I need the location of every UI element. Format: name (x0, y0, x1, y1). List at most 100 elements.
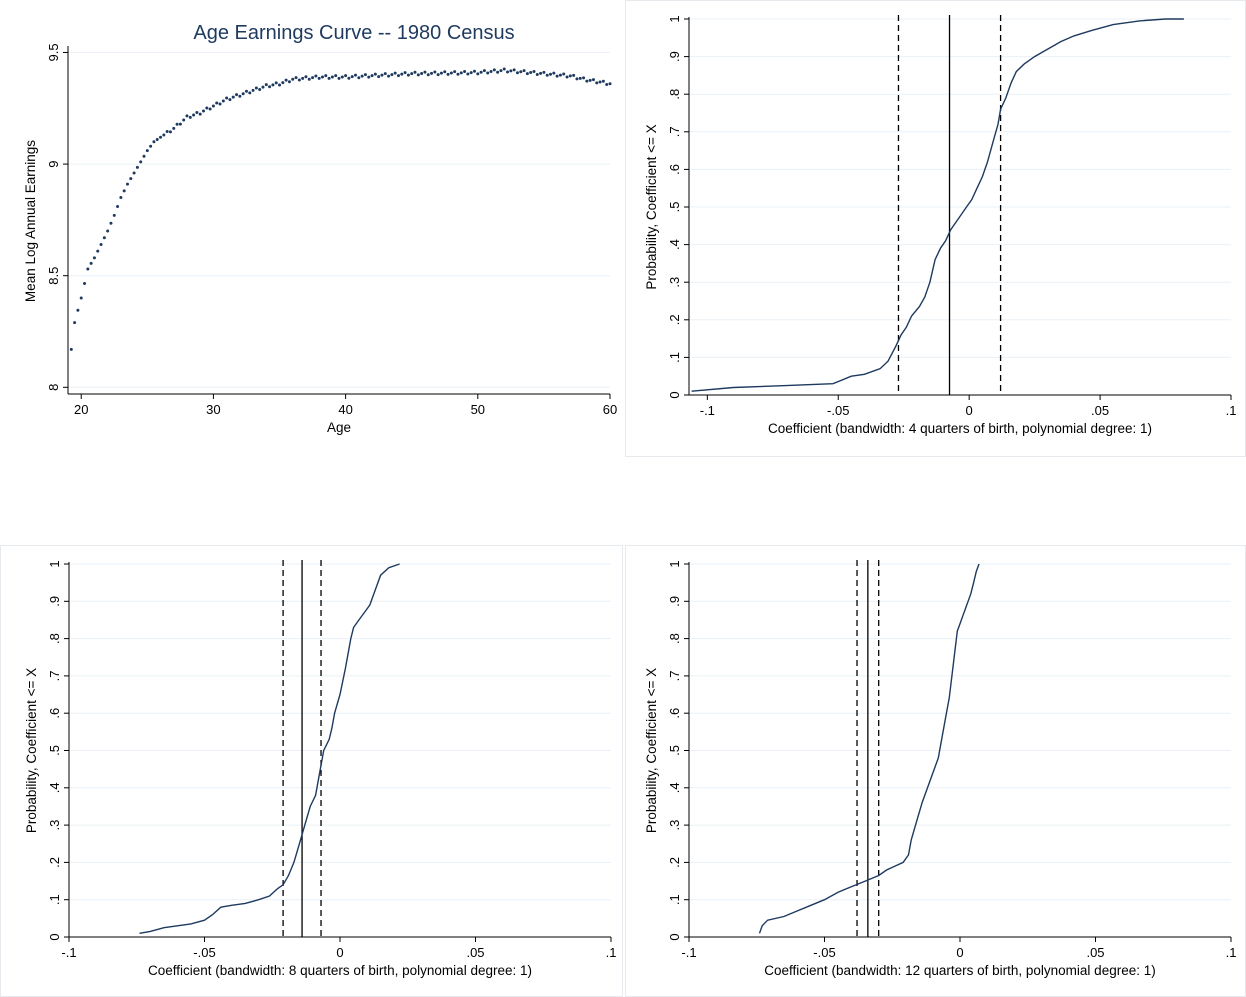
scatter-point (403, 71, 407, 75)
scatter-point (132, 171, 136, 175)
x-tick-label: 0 (966, 403, 973, 418)
y-tick-label: .3 (47, 820, 62, 831)
scatter-point (347, 76, 351, 80)
scatter-point (109, 221, 113, 225)
cdf-line (758, 563, 980, 934)
cdf-chart-bandwidth-12: 0 .1 .2 .3 .4 .5 .6 .7 .8 .9 1 -.1 -.05 0 .05 .1 Coeffic… (644, 560, 1236, 978)
scatter-point (284, 78, 288, 82)
scatter-point (469, 71, 473, 75)
scatter-point (502, 67, 506, 71)
scatter-point (370, 74, 374, 78)
scatter-point (231, 95, 235, 99)
scatter-point (119, 196, 123, 200)
scatter-point (598, 80, 602, 84)
scatter-point (271, 83, 275, 87)
x-tick-label: .05 (1086, 945, 1104, 960)
scatter-point (228, 98, 232, 102)
scatter-point (327, 76, 331, 80)
y-tick-label: 0 (667, 391, 682, 398)
scatter-point (512, 68, 516, 72)
cdf-chart-bandwidth-8: 0 .1 .2 .3 .4 .5 .6 .7 .8 .9 1 -.1 -.05 0 .05 .1 Coeffic… (24, 560, 616, 978)
y-tick-label: .5 (667, 745, 682, 756)
scatter-point (499, 69, 503, 73)
scatter-point (102, 236, 106, 240)
scatter-point (182, 118, 186, 122)
scatter-point (410, 72, 414, 76)
scatter-point (595, 81, 599, 85)
scatter-point (135, 165, 139, 169)
scatter-point (539, 71, 543, 75)
scatter-point (145, 149, 149, 153)
scatter-point (311, 76, 315, 80)
scatter-point (568, 74, 572, 78)
scatter-point (106, 229, 110, 233)
x-tick-label: .1 (1226, 403, 1237, 418)
scatter-point (192, 113, 196, 117)
scatter-point (390, 73, 394, 77)
scatter-point (446, 72, 450, 76)
y-tick-label: .1 (667, 352, 682, 363)
x-axis-title: Coefficient (bandwidth: 4 quarters of bi… (768, 421, 1152, 436)
scatter-point (83, 282, 87, 286)
scatter-point (122, 189, 126, 193)
scatter-point (492, 68, 496, 72)
cdf-line (139, 563, 400, 934)
scatter-point (149, 144, 153, 148)
y-tick-label: .7 (667, 670, 682, 681)
x-tick-label: 40 (338, 402, 352, 417)
x-tick-label: -.05 (193, 945, 215, 960)
scatter-point (354, 73, 358, 77)
y-tick-label: .4 (667, 239, 682, 250)
scatter-point (439, 71, 443, 75)
scatter-point (558, 73, 562, 77)
scatter-point (416, 73, 420, 77)
scatter-point (268, 85, 272, 89)
scatter-point (116, 204, 120, 208)
scatter-point (549, 72, 553, 76)
scatter-point (565, 75, 569, 79)
scatter-point (218, 102, 222, 106)
y-tick-label: .3 (667, 820, 682, 831)
scatter-point (248, 91, 252, 95)
scatter-point (535, 72, 539, 76)
scatter-point (363, 73, 367, 77)
scatter-point (278, 83, 282, 87)
x-tick-label: .05 (466, 945, 484, 960)
x-tick-label: .05 (1091, 403, 1109, 418)
scatter-point (463, 69, 467, 73)
scatter-point (274, 81, 278, 85)
age-earnings-panel: 8 8.5 9 9.5 20 30 40 50 60 Age Mean Log Annual Ear… (0, 0, 623, 457)
scatter-point (572, 73, 576, 77)
scatter-point (235, 93, 239, 97)
y-tick-label: .2 (667, 314, 682, 325)
scatter-point (433, 70, 437, 74)
scatter-point (304, 75, 308, 79)
scatter-point (350, 75, 354, 79)
scatter-point (344, 74, 348, 78)
scatter-point (377, 75, 381, 79)
scatter-point (529, 71, 533, 75)
scatter-point (69, 347, 73, 351)
scatter-point (297, 78, 301, 82)
scatter-point (334, 74, 338, 78)
scatter-point (330, 75, 334, 79)
scatter-point (340, 75, 344, 79)
y-tick-label: 1 (47, 560, 62, 567)
scatter-point (159, 135, 163, 139)
scatter-point (202, 109, 205, 113)
scatter-point (466, 72, 470, 76)
scatter-point (178, 122, 182, 126)
scatter-point (162, 133, 166, 137)
scatter-point (307, 77, 311, 81)
scatter-point (473, 69, 476, 73)
scatter-point (79, 296, 83, 300)
scatter-point (426, 73, 430, 77)
scatter-point (585, 79, 589, 83)
y-tick-label: .8 (667, 633, 682, 644)
y-tick-label: .5 (47, 745, 62, 756)
scatter-point (86, 267, 90, 271)
scatter-point (552, 71, 556, 75)
scatter-point (314, 74, 318, 78)
y-tick-label: .6 (47, 708, 62, 719)
scatter-point (221, 99, 225, 103)
